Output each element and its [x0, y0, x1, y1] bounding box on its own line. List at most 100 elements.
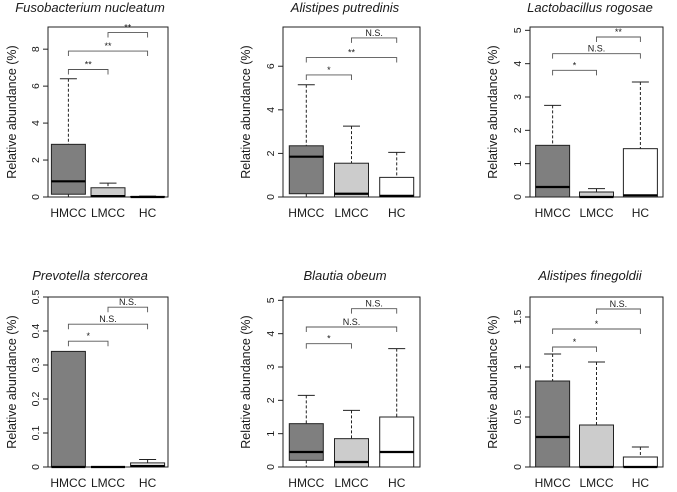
- box-hc: [379, 416, 415, 468]
- significance-label: **: [348, 48, 356, 58]
- significance-bracket: [67, 69, 109, 75]
- significance-bracket: [67, 340, 109, 347]
- significance-bracket: [552, 328, 641, 334]
- significance-label: *: [573, 337, 577, 347]
- significance-label: N.S.: [365, 28, 383, 38]
- y-tick-label: 4: [30, 120, 42, 126]
- box-lmcc: [579, 424, 614, 468]
- significance-bracket: [305, 343, 352, 349]
- chart-panel: Alistipes finegoldii Relative abundance (…: [486, 268, 664, 490]
- box-hmcc: [288, 145, 324, 195]
- y-tick-label: 8: [30, 46, 42, 52]
- significance-label: N.S.: [588, 44, 606, 54]
- chart-panel: Fusobacterium nucleatum Relative abundanc…: [5, 0, 169, 220]
- significance-bracket: [596, 36, 641, 42]
- chart-panel: Lactobacillus rogosae Relative abundance …: [486, 0, 664, 220]
- y-tick-label: 0: [512, 464, 524, 470]
- y-tick-label: 1: [265, 431, 277, 437]
- y-tick-label: 0: [265, 464, 277, 470]
- x-category-label: LMCC: [334, 206, 368, 220]
- significance-label: **: [85, 60, 93, 70]
- significance-bracket: [305, 74, 352, 80]
- chart-title: Lactobacillus rogosae: [527, 0, 653, 15]
- x-category-label: HC: [139, 206, 157, 220]
- significance-bracket: [107, 32, 149, 38]
- significance-bracket: [67, 323, 149, 330]
- box-hc: [622, 456, 658, 468]
- y-tick-label: 0.5: [30, 290, 42, 305]
- y-tick-label: 0.5: [512, 410, 524, 425]
- x-category-label: LMCC: [579, 476, 613, 490]
- box-hc: [379, 176, 415, 198]
- x-category-label: HC: [139, 476, 157, 490]
- y-axis-label: Relative abundance (%): [486, 45, 500, 178]
- y-tick-label: 2: [265, 150, 277, 156]
- y-tick-label: 1: [512, 161, 524, 167]
- y-tick-label: 3: [512, 94, 524, 100]
- y-axis-label: Relative abundance (%): [5, 315, 19, 448]
- y-tick-label: 0: [512, 194, 524, 200]
- chart-panel: Alistipes putredinis Relative abundance (…: [239, 0, 421, 220]
- x-category-label: LMCC: [334, 476, 368, 490]
- box-hmcc: [535, 144, 571, 198]
- significance-bracket: [107, 306, 149, 313]
- y-tick-label: 5: [265, 297, 277, 303]
- x-category-label: HC: [632, 206, 650, 220]
- x-category-label: HC: [388, 476, 406, 490]
- x-category-label: LMCC: [91, 476, 125, 490]
- chart-title: Blautia obeum: [303, 268, 386, 283]
- x-category-label: HMCC: [288, 476, 324, 490]
- x-category-label: HMCC: [535, 476, 571, 490]
- y-tick-label: 0: [30, 194, 42, 200]
- chart-panel: Prevotella stercorea Relative abundance (…: [5, 268, 169, 490]
- significance-bracket: [596, 308, 641, 314]
- y-axis-label: Relative abundance (%): [239, 45, 253, 178]
- significance-bracket: [305, 57, 398, 63]
- significance-bracket: [351, 308, 398, 314]
- significance-label: N.S.: [610, 299, 628, 309]
- y-tick-label: 2: [30, 157, 42, 163]
- significance-bracket: [552, 53, 641, 59]
- x-category-label: HMCC: [535, 206, 571, 220]
- significance-label: N.S.: [343, 317, 361, 327]
- significance-label: **: [124, 23, 132, 33]
- significance-label: N.S.: [99, 314, 117, 324]
- significance-label: *: [573, 60, 577, 70]
- significance-label: *: [327, 65, 331, 75]
- y-tick-label: 5: [512, 27, 524, 33]
- y-tick-label: 6: [265, 63, 277, 69]
- significance-label: *: [595, 319, 599, 329]
- x-category-label: HC: [632, 476, 650, 490]
- y-tick-label: 0.3: [30, 358, 42, 373]
- y-tick-label: 4: [265, 107, 277, 113]
- chart-title: Alistipes putredinis: [290, 0, 400, 15]
- y-tick-label: 0: [265, 194, 277, 200]
- y-tick-label: 1.5: [512, 310, 524, 325]
- box-hc: [622, 148, 658, 198]
- box-lmcc: [334, 162, 369, 198]
- significance-label: N.S.: [119, 297, 137, 307]
- y-axis-label: Relative abundance (%): [239, 315, 253, 448]
- significance-label: *: [327, 334, 331, 344]
- y-tick-label: 0.1: [30, 426, 42, 441]
- chart-title: Alistipes finegoldii: [537, 268, 642, 283]
- y-tick-label: 0.2: [30, 392, 42, 407]
- y-tick-label: 3: [265, 364, 277, 370]
- y-tick-label: 1: [512, 364, 524, 370]
- x-category-label: LMCC: [579, 206, 613, 220]
- x-category-label: HMCC: [50, 206, 86, 220]
- y-tick-label: 2: [512, 127, 524, 133]
- y-tick-label: 0: [30, 464, 42, 470]
- x-category-label: HMCC: [288, 206, 324, 220]
- y-tick-label: 6: [30, 83, 42, 89]
- y-tick-label: 2: [265, 397, 277, 403]
- y-tick-label: 0.4: [30, 324, 42, 339]
- y-axis-label: Relative abundance (%): [5, 45, 19, 178]
- significance-bracket: [67, 50, 149, 57]
- significance-bracket: [351, 37, 398, 43]
- significance-label: *: [86, 331, 90, 341]
- significance-label: **: [615, 27, 623, 37]
- significance-bracket: [552, 69, 597, 76]
- y-tick-label: 4: [265, 331, 277, 337]
